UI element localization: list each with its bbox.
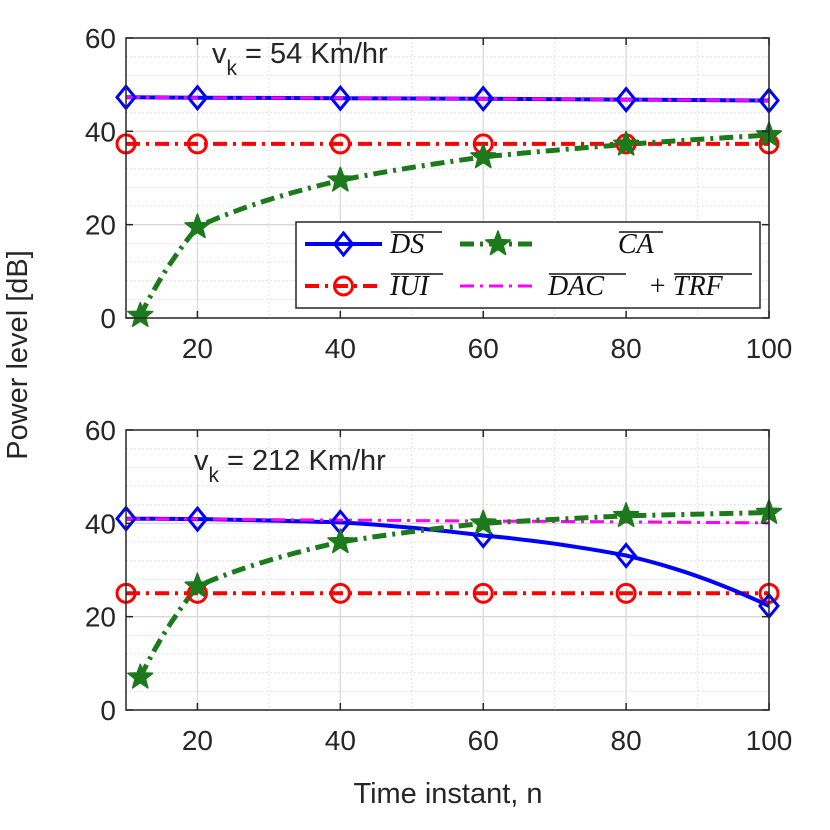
marker-ca [612, 130, 640, 156]
legend-ca-label: CA [618, 229, 655, 260]
marker-ds [615, 542, 638, 569]
marker-ds [472, 85, 495, 113]
marker-ca [127, 663, 154, 689]
x-tick-label: 40 [325, 333, 356, 364]
x-tick-label: 20 [182, 725, 213, 756]
marker-ca [184, 572, 211, 598]
marker-ca [327, 166, 354, 192]
marker-ds [186, 84, 209, 112]
axes-box [125, 37, 770, 319]
series-line-dac_trf [125, 95, 770, 102]
speed-annotation: vk = 54 Km/hr [212, 38, 388, 80]
marker-ca [470, 143, 497, 169]
legend-box [295, 221, 761, 309]
y-tick-label: 0 [100, 695, 116, 726]
legend-ca-sample [460, 230, 536, 256]
legend: DS CA IUI DAC + TRF [295, 221, 761, 309]
marker-iui [615, 582, 637, 604]
y-tick-label: 20 [85, 602, 116, 633]
marker-ca [127, 301, 154, 327]
y-tick-label: 20 [85, 210, 116, 241]
marker-ca [327, 528, 354, 554]
marker-ds [186, 505, 209, 533]
marker-ca [470, 509, 497, 535]
marker-ds [329, 84, 352, 112]
marker-ds [615, 86, 638, 113]
marker-iui [472, 582, 494, 604]
legend-plus-label: + [648, 271, 667, 302]
x-tick-label: 100 [746, 725, 793, 756]
y-axis-label-group: Power level [dB] [2, 250, 34, 460]
annotation-main: v [212, 38, 227, 70]
x-tick-label: 100 [746, 333, 793, 364]
legend-dac-label: DAC [547, 271, 604, 302]
series-line-ca [138, 132, 770, 317]
marker-iui [329, 133, 351, 155]
annotation-subscript: k [209, 464, 220, 487]
y-tick-label: 40 [85, 116, 116, 147]
x-tick-label: 20 [182, 333, 213, 364]
legend-ds-label: DS [389, 229, 424, 260]
x-tick-label: 40 [325, 725, 356, 756]
speed-annotation: vk = 212 Km/hr [194, 445, 386, 487]
y-tick-label: 60 [85, 23, 116, 54]
marker-iui [186, 133, 208, 155]
y-tick-label: 60 [85, 415, 116, 446]
x-axis-label: Time instant, n [353, 778, 542, 810]
legend-iui-sample [305, 275, 382, 297]
annotation-main: v [194, 445, 209, 477]
minor-grid [125, 430, 769, 710]
annotation-rest: = 54 Km/hr [237, 38, 388, 70]
legend-marker-ds [332, 230, 355, 258]
annotation-subscript: k [227, 57, 238, 80]
legend-trf-label: TRF [673, 271, 724, 302]
axes-box [125, 429, 770, 711]
series-line-dac_trf [125, 517, 770, 525]
marker-ca [612, 502, 640, 528]
y-axis-label: Power level [dB] [2, 250, 34, 460]
x-tick-label: 80 [611, 333, 642, 364]
legend-iui-label: IUI [389, 271, 431, 302]
series-line-ca [138, 510, 770, 679]
top-panel: 0 20 40 60 20 40 60 80 100 vk = 54 Km/hr [85, 23, 793, 364]
legend-ds-sample [305, 230, 382, 258]
x-tick-label: 60 [468, 333, 499, 364]
marker-ca [184, 213, 211, 239]
x-tick-label: 80 [611, 725, 642, 756]
x-tick-label: 60 [468, 725, 499, 756]
bottom-panel: 0 20 40 60 20 40 60 80 100 vk = 212 Km/hr [85, 415, 793, 756]
legend-marker-ca [484, 230, 512, 256]
y-tick-label: 0 [100, 303, 116, 334]
y-tick-label: 40 [85, 508, 116, 539]
marker-iui [329, 582, 351, 604]
annotation-rest: = 212 Km/hr [219, 445, 386, 477]
legend-marker-iui [333, 275, 354, 297]
